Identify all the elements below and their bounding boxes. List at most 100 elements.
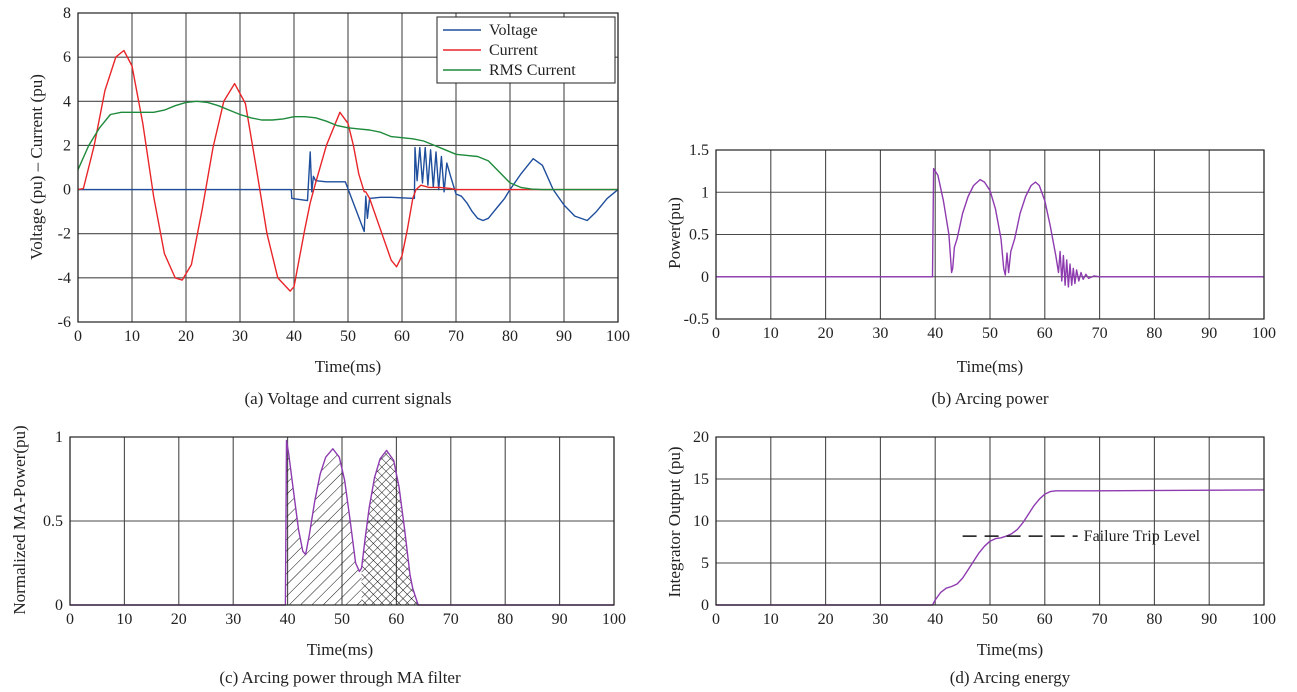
series-line-series-1: [716, 489, 1265, 606]
y-tick-label: 15: [693, 471, 709, 488]
y-tick-label: 10: [693, 513, 709, 530]
legend-entry: Current: [489, 42, 538, 59]
panel-c-caption: (c) Arcing power through MA filter: [219, 668, 461, 687]
x-tick-label: 80: [1146, 325, 1162, 342]
x-tick-label: 0: [74, 328, 82, 345]
panel-b-ylabel: Power(pu): [665, 197, 684, 269]
y-tick-label: -6: [58, 314, 71, 331]
series-line-voltage: [78, 146, 619, 233]
x-tick-label: 70: [448, 328, 464, 345]
x-tick-label: 30: [872, 611, 888, 628]
y-tick-label: 0: [701, 269, 709, 286]
failure-trip-level-label: Failure Trip Level: [1084, 528, 1201, 545]
panel-d-ylabel: Integrator Output (pu): [665, 446, 684, 597]
x-tick-label: 40: [927, 325, 943, 342]
x-tick-label: 70: [1092, 611, 1108, 628]
panel-a: 0 10 20 30 40 50 60 70 80 90 100 -6 -4 -2 0 2 4 6 8 Voltage…: [27, 5, 630, 408]
panel-b-xlabel: Time(ms): [957, 357, 1023, 376]
x-tick-label: 40: [927, 611, 943, 628]
x-tick-label: 90: [552, 611, 568, 628]
y-tick-label: 2: [63, 137, 71, 154]
plot-frame: [77, 12, 619, 323]
y-tick-label: -2: [58, 226, 71, 243]
x-tick-label: 80: [1146, 611, 1162, 628]
x-tick-label: 20: [178, 328, 194, 345]
panel-c-ylabel: Normalized MA-Power(pu): [10, 425, 29, 614]
panel-b: 0 10 20 30 40 50 60 70 80 90 100-0.500.511.5 Time(…: [665, 142, 1276, 408]
series-line-series-1: [716, 167, 1264, 288]
x-tick-label: 100: [1252, 325, 1276, 342]
legend: Voltage Current RMS Current: [436, 16, 616, 84]
panel-b-caption: (b) Arcing power: [931, 389, 1048, 408]
x-tick-label: 30: [225, 611, 241, 628]
x-tick-label: 50: [982, 611, 998, 628]
x-tick-label: 30: [872, 325, 888, 342]
plot-frame: [715, 149, 1265, 320]
x-tick-label: 90: [1201, 325, 1217, 342]
x-tick-label: 50: [334, 611, 350, 628]
x-tick-label: 0: [712, 611, 720, 628]
y-tick-label: 0.5: [689, 227, 709, 244]
panel-a-ylabel: Voltage (pu) – Current (pu): [27, 74, 46, 260]
x-tick-label: 0: [66, 611, 74, 628]
x-tick-label: 20: [818, 325, 834, 342]
x-tick-label: 100: [606, 328, 630, 345]
panel-c: 0 10 20 30 40 50 60 70 80 90 100 0 0.5 1 Time(ms) Nor…: [10, 425, 626, 687]
x-tick-label: 40: [280, 611, 296, 628]
panel-d-xlabel: Time(ms): [977, 640, 1043, 659]
x-tick-label: 10: [116, 611, 132, 628]
series-line-rms-current: [77, 100, 618, 191]
x-tick-label: 70: [1092, 325, 1108, 342]
series-line-series-1: [70, 439, 614, 606]
y-tick-label: 1.5: [689, 142, 709, 159]
legend-entry: Voltage: [489, 22, 538, 39]
x-tick-label: 60: [1037, 611, 1053, 628]
y-tick-label: 0.5: [43, 513, 63, 530]
y-tick-label: 8: [63, 5, 71, 22]
x-tick-label: 20: [171, 611, 187, 628]
panel-d-caption: (d) Arcing energy: [950, 668, 1071, 687]
y-tick-label: -4: [58, 270, 71, 287]
x-tick-label: 30: [232, 328, 248, 345]
plot-frame: [69, 436, 615, 606]
y-tick-label: 1: [55, 429, 63, 446]
x-tick-label: 70: [443, 611, 459, 628]
x-tick-label: 10: [763, 611, 779, 628]
x-tick-label: 90: [556, 328, 572, 345]
panel-a-xlabel: Time(ms): [315, 357, 381, 376]
x-tick-label: 50: [982, 325, 998, 342]
panel-a-caption: (a) Voltage and current signals: [244, 389, 451, 408]
x-tick-label: 100: [602, 611, 626, 628]
x-tick-label: 50: [340, 328, 356, 345]
panel-c-xlabel: Time(ms): [307, 640, 373, 659]
x-tick-label: 60: [1037, 325, 1053, 342]
plot-frame: [715, 436, 1265, 606]
y-tick-label: 4: [63, 93, 71, 110]
y-tick-label: -0.5: [684, 311, 709, 328]
x-tick-label: 0: [712, 325, 720, 342]
hatched-region-1: [285, 440, 362, 605]
panel-c-plot-area: 0 10 20 30 40 50 60 70 80 90 100 0 0.5 1: [43, 429, 626, 628]
panel-b-plot-area: 0 10 20 30 40 50 60 70 80 90 100-0.500.511.5: [684, 142, 1276, 342]
x-tick-label: 10: [763, 325, 779, 342]
legend-entry: RMS Current: [489, 62, 576, 79]
y-tick-label: 0: [63, 182, 71, 199]
y-tick-label: 6: [63, 49, 71, 66]
x-tick-label: 100: [1252, 611, 1276, 628]
y-tick-label: 20: [693, 429, 709, 446]
x-tick-label: 60: [394, 328, 410, 345]
x-tick-label: 60: [388, 611, 404, 628]
y-tick-label: 0: [701, 597, 709, 614]
x-tick-label: 80: [502, 328, 518, 345]
x-tick-label: 40: [286, 328, 302, 345]
series-line-current: [77, 49, 618, 292]
y-tick-label: 5: [701, 555, 709, 572]
y-tick-label: 0: [55, 597, 63, 614]
x-tick-label: 10: [124, 328, 140, 345]
y-tick-label: 1: [701, 184, 709, 201]
panel-a-plot-area: 0 10 20 30 40 50 60 70 80 90 100 -6 -4 -2 0 2 4 6 8 Voltage…: [58, 5, 630, 345]
x-tick-label: 90: [1201, 611, 1217, 628]
